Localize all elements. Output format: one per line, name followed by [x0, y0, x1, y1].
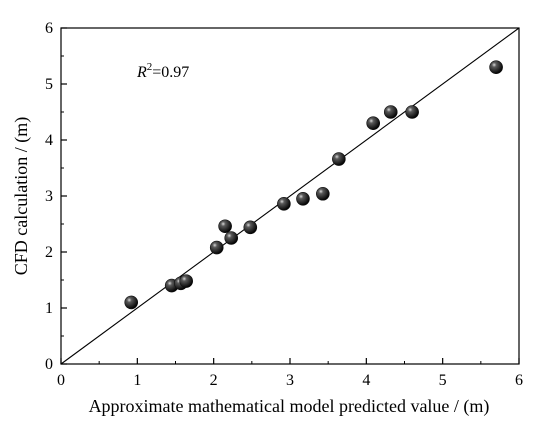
x-tick-label: 3 — [286, 372, 294, 389]
data-point — [243, 220, 258, 235]
axis-ticks — [60, 27, 520, 365]
x-tick-label: 4 — [362, 372, 370, 389]
data-points — [124, 60, 503, 310]
reference-line — [60, 27, 520, 365]
r-squared-superscript: 2 — [147, 61, 153, 73]
x-axis-title: Approximate mathematical model predicted… — [89, 396, 490, 417]
data-point — [124, 295, 139, 310]
data-point — [218, 219, 232, 234]
y-tick-label: 5 — [45, 76, 53, 93]
x-tick-label: 5 — [439, 372, 447, 389]
data-point — [296, 192, 310, 206]
y-tick-label: 1 — [45, 300, 53, 317]
data-point — [316, 186, 330, 201]
data-point — [366, 116, 381, 130]
y-tick-label: 4 — [45, 132, 53, 149]
data-point — [332, 152, 346, 166]
y-tick-label: 0 — [45, 356, 53, 373]
x-tick-label: 0 — [57, 372, 65, 389]
y-tick-label: 3 — [45, 188, 53, 205]
r-squared-annotation: R2=0.97 — [136, 61, 189, 81]
y-tick-label: 2 — [45, 244, 53, 261]
tick-labels: 0 1 2 3 4 5 6 0 1 2 3 4 5 6 — [45, 20, 523, 389]
data-point — [209, 240, 224, 255]
x-tick-label: 1 — [133, 372, 141, 389]
data-point — [224, 231, 239, 245]
y-tick-label: 6 — [45, 20, 53, 37]
data-point — [383, 105, 398, 119]
data-point — [179, 274, 193, 288]
y-axis-title: CFD calculation / (m) — [11, 117, 32, 275]
reference-line-y-equals-x — [60, 27, 520, 365]
data-point — [405, 105, 419, 119]
data-point — [489, 60, 503, 74]
data-point — [277, 197, 291, 211]
x-tick-label: 2 — [210, 372, 218, 389]
x-tick-label: 6 — [515, 372, 523, 389]
r-squared-symbol: R — [136, 64, 147, 81]
r-squared-value: =0.97 — [152, 64, 189, 81]
